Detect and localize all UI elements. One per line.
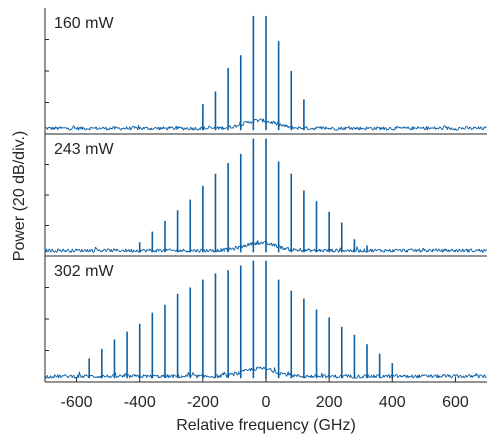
spectrum-panel: 302 mW: [44, 256, 487, 383]
x-tick-label: -400: [124, 394, 156, 411]
x-tick-label: 0: [262, 394, 271, 411]
x-tick-label: 400: [379, 394, 406, 411]
spectrum-panel: 243 mW: [44, 134, 487, 257]
x-axis: -600 -400 -200 0 200 400 600: [61, 377, 469, 411]
panel-power-label: 160 mW: [54, 15, 114, 32]
y-axis-label: Power (20 dB/div.): [11, 131, 28, 261]
x-axis-label: Relative frequency (GHz): [176, 417, 356, 434]
x-tick-label: 600: [442, 394, 469, 411]
panels-layer: 160 mW 243 mW 302 mW: [44, 8, 487, 383]
spectrum-panel: 160 mW: [44, 8, 487, 135]
x-tick-label: -600: [61, 394, 93, 411]
x-tick-label: 200: [316, 394, 343, 411]
x-tick-label: -200: [187, 394, 219, 411]
panel-power-label: 302 mW: [54, 263, 114, 280]
panel-power-label: 243 mW: [54, 141, 114, 158]
